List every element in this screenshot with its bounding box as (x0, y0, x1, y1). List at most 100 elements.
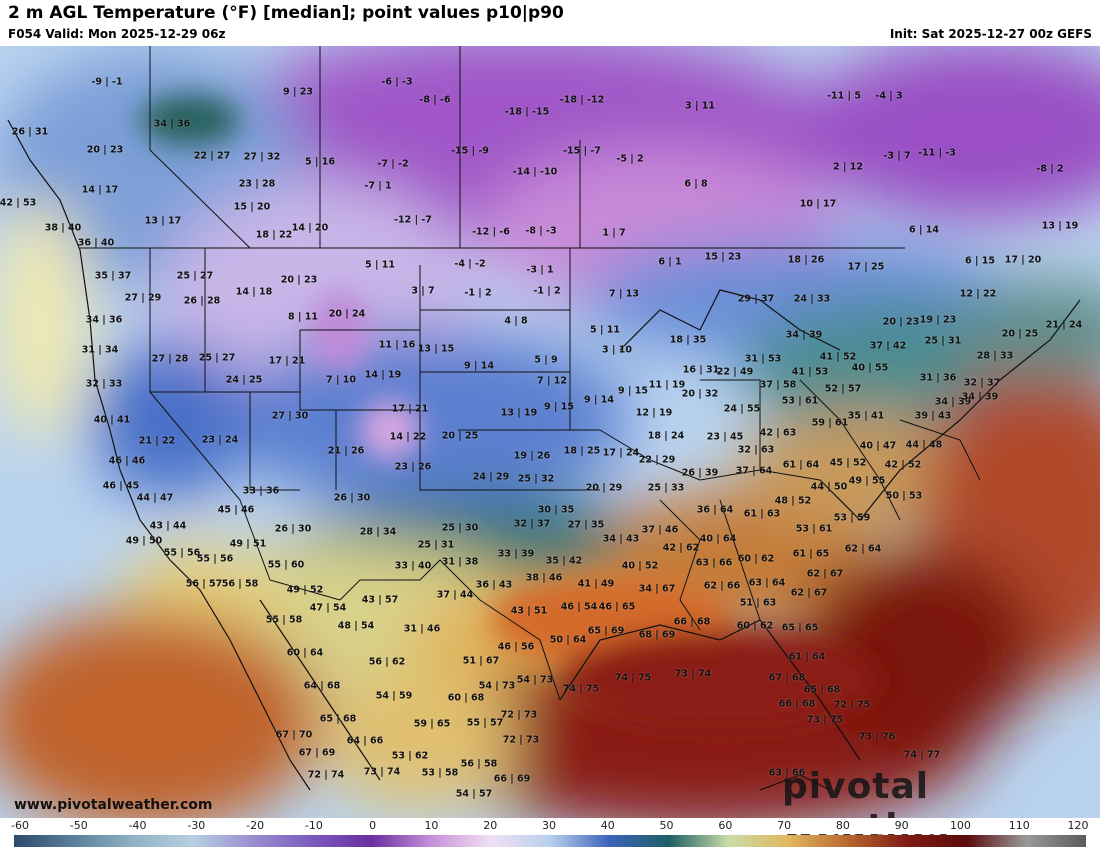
colorbar-tick: 10 (424, 819, 439, 832)
point-value: 59 | 65 (413, 718, 451, 730)
point-value: 30 | 35 (537, 504, 575, 516)
point-value: 47 | 54 (309, 602, 347, 614)
point-value: 24 | 29 (472, 471, 510, 483)
point-value: -18 | -12 (559, 94, 605, 106)
point-value: 31 | 36 (919, 372, 957, 384)
point-value: 20 | 24 (328, 308, 366, 320)
valid-time: F054 Valid: Mon 2025-12-29 06z (8, 27, 226, 41)
point-value: 64 | 66 (346, 735, 384, 747)
point-value: -11 | -3 (918, 147, 956, 159)
point-value: 24 | 25 (225, 374, 263, 386)
footer-url: www.pivotalweather.com (14, 797, 213, 813)
point-value: 25 | 27 (198, 352, 236, 364)
point-value: 72 | 73 (500, 709, 538, 721)
point-value: 65 | 65 (781, 622, 819, 634)
point-value: 63 | 64 (748, 577, 786, 589)
point-value: 40 | 55 (851, 362, 889, 374)
point-value: 60 | 62 (737, 553, 775, 565)
point-value: 20 | 25 (1001, 328, 1039, 340)
point-value: 26 | 30 (333, 492, 371, 504)
point-value: -5 | 2 (616, 153, 644, 165)
point-value: 5 | 16 (305, 156, 335, 168)
point-value: 66 | 69 (493, 773, 531, 785)
point-value: 34 | 39 (961, 391, 999, 403)
map-title: 2 m AGL Temperature (°F) [median]; point… (8, 3, 564, 23)
point-value: 22 | 49 (716, 366, 754, 378)
point-value: -14 | -10 (512, 166, 558, 178)
point-value: 14 | 18 (235, 286, 273, 298)
point-value: 14 | 20 (291, 222, 329, 234)
point-value: 34 | 39 (785, 329, 823, 341)
point-value: 40 | 47 (859, 440, 897, 452)
point-value: 7 | 13 (609, 288, 639, 300)
point-value: 41 | 52 (819, 351, 857, 363)
point-value: 42 | 62 (662, 542, 700, 554)
point-value: 29 | 37 (737, 293, 775, 305)
point-value: 6 | 8 (684, 178, 708, 190)
point-value: 13 | 19 (1041, 220, 1079, 232)
point-value: -11 | 5 (827, 90, 861, 102)
point-value: 36 | 40 (77, 237, 115, 249)
point-value: 72 | 74 (307, 769, 345, 781)
point-value: 72 | 73 (502, 734, 540, 746)
point-value: 14 | 17 (81, 184, 119, 196)
point-value: 60 | 64 (286, 647, 324, 659)
colorbar-tick: 110 (1008, 819, 1030, 832)
point-value: 14 | 22 (389, 431, 427, 443)
point-value: 21 | 24 (1045, 319, 1083, 331)
point-value: 53 | 58 (421, 767, 459, 779)
point-value: 23 | 28 (238, 178, 276, 190)
point-value: 20 | 32 (681, 388, 719, 400)
point-value: -3 | 7 (883, 150, 911, 162)
colorbar-tick: -20 (246, 819, 265, 832)
point-value: 18 | 24 (647, 430, 685, 442)
colorbar-tick: 60 (718, 819, 733, 832)
colorbar-tick: 30 (542, 819, 556, 832)
point-value: 34 | 36 (153, 118, 191, 130)
point-value: 13 | 15 (417, 343, 455, 355)
point-value: 49 | 50 (125, 535, 163, 547)
point-value: 11 | 16 (378, 339, 416, 351)
point-value: 74 | 77 (903, 749, 941, 761)
point-value: 17 | 21 (268, 355, 306, 367)
point-value: 31 | 46 (403, 623, 441, 635)
temperature-map: -9 | -1 26 | 31 34 | 36 9 | 23 -6 | -3 -8 | -… (0, 46, 1100, 818)
point-value: 40 | 64 (699, 533, 737, 545)
point-value: 41 | 49 (577, 578, 615, 590)
point-value: 42 | 53 (0, 197, 37, 209)
point-value: -7 | 1 (364, 180, 392, 192)
colorbar-tick-labels: -60 -50 -40 -30 -20 -10 0 10 20 30 40 50 60 70 80 90 100… (0, 818, 1100, 834)
point-value: 20 | 23 (280, 274, 318, 286)
point-value: 24 | 33 (793, 293, 831, 305)
point-value: 9 | 15 (618, 385, 648, 397)
point-value: 68 | 69 (638, 629, 676, 641)
point-value: 37 | 44 (436, 589, 474, 601)
point-value: 62 | 64 (844, 543, 882, 555)
point-value: 61 | 64 (788, 651, 826, 663)
colorbar-tick: 80 (835, 819, 850, 832)
point-value: 28 | 33 (976, 350, 1014, 362)
point-value: 63 | 66 (695, 557, 733, 569)
point-value: 28 | 34 (359, 526, 397, 538)
point-value: 31 | 38 (441, 556, 479, 568)
point-value: 20 | 29 (585, 482, 623, 494)
point-value: 13 | 19 (500, 407, 538, 419)
point-value: -4 | -2 (454, 258, 486, 270)
point-value: 35 | 42 (545, 555, 583, 567)
point-value: 46 | 65 (598, 601, 636, 613)
point-value: 64 | 68 (303, 680, 341, 692)
temperature-field (0, 46, 1100, 818)
point-value: 25 | 27 (176, 270, 214, 282)
point-value: -1 | 2 (533, 285, 561, 297)
colorbar-tick: -30 (187, 819, 206, 832)
point-value: 34 | 43 (602, 533, 640, 545)
point-value: 9 | 15 (544, 401, 574, 413)
point-value: 73 | 75 (806, 714, 844, 726)
point-value: 17 | 20 (1004, 254, 1042, 266)
point-value: 49 | 51 (229, 538, 267, 550)
point-value: 9 | 14 (584, 394, 614, 406)
point-value: 61 | 64 (782, 459, 820, 471)
point-value: 62 | 67 (806, 568, 844, 580)
point-value: 54 | 73 (478, 680, 516, 692)
point-value: 26 | 31 (11, 126, 49, 138)
